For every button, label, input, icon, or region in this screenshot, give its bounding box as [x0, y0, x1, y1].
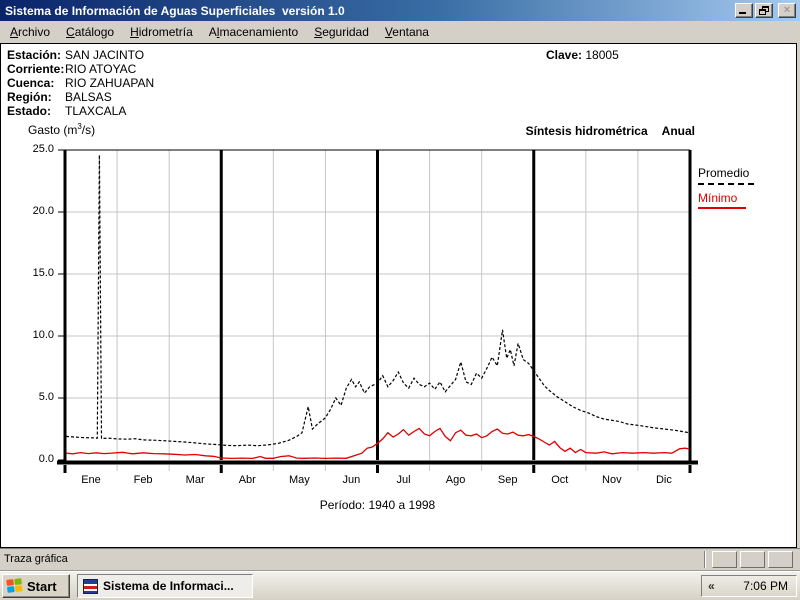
status-panel [712, 551, 737, 568]
station-row: Estado: TLAXCALA [7, 104, 127, 118]
y-axis-tick-label: 20.0 [32, 205, 54, 217]
legend-minimo-label: Mínimo [698, 191, 738, 205]
station-row: Corriente:RIO ATOYAC [7, 62, 137, 76]
x-axis-month-label: Ago [445, 474, 466, 486]
x-axis-month-label: Mar [185, 474, 205, 486]
minimize-icon [739, 12, 746, 14]
title-bar: Sistema de Información de Aguas Superfic… [0, 0, 800, 21]
y-axis-title: Gasto (m3/s) [28, 122, 96, 137]
y-axis-tick-label: 10.0 [32, 329, 54, 341]
status-text: Traza gráfica [4, 553, 68, 565]
legend-minimo-line-sample [698, 207, 746, 209]
chart-title: Síntesis hidrométrica Anual [525, 124, 695, 138]
chart-legend: Promedio Mínimo [698, 166, 796, 209]
station-value: SAN JACINTO [65, 48, 145, 62]
station-row: Estación: SAN JACINTO [7, 48, 145, 62]
close-button[interactable]: × [778, 3, 796, 18]
x-axis-month-label: Dic [655, 474, 672, 486]
taskbar-task-button[interactable]: Sistema de Informaci... [77, 574, 253, 598]
x-axis-month-label: May [288, 474, 310, 486]
station-key-value: 18005 [585, 48, 619, 62]
menu-item-almacenamiento[interactable]: Almacenamiento [208, 25, 299, 39]
y-axis-tick-label: 5.0 [38, 391, 54, 403]
window-controls: × [733, 3, 796, 18]
menu-item-seguridad[interactable]: Seguridad [314, 25, 369, 39]
station-value: BALSAS [65, 90, 112, 104]
series-mínimo [65, 427, 690, 460]
start-button[interactable]: Start [2, 574, 70, 598]
system-tray: « 7:06 PM [701, 575, 797, 597]
x-axis-month-label: Oct [551, 474, 569, 486]
window-title: Sistema de Información de Aguas Superfic… [5, 3, 345, 18]
x-axis-month-label: Feb [133, 474, 153, 486]
taskbar: Start Sistema de Informaci... « 7:06 PM [0, 570, 800, 600]
windows-logo-icon [6, 578, 23, 594]
close-icon: × [783, 4, 791, 16]
y-axis-tick-label: 15.0 [32, 267, 54, 279]
y-axis-tick-label: 0.0 [38, 453, 54, 465]
station-row: Región: BALSAS [7, 90, 112, 104]
chart-subtitle: Anual [661, 124, 695, 138]
legend-promedio-line-sample [698, 183, 754, 185]
y-axis-tick-label: 25.0 [32, 143, 54, 155]
legend-promedio-label: Promedio [698, 166, 750, 180]
series-promedio [65, 154, 690, 447]
menu-item-catalogo[interactable]: Catálogo [66, 25, 115, 39]
status-bar: Traza gráfica [0, 548, 800, 570]
menu-item-hidrometria[interactable]: Hidrometría [130, 25, 193, 39]
app-icon [83, 578, 98, 594]
x-axis-month-label: Nov [602, 474, 622, 486]
menu-item-archivo[interactable]: Archivo [10, 25, 51, 39]
status-panel [768, 551, 793, 568]
x-axis-month-label: Jul [396, 474, 411, 486]
station-value: RIO ATOYAC [65, 62, 137, 76]
station-key: Clave: 18005 [546, 48, 619, 62]
tray-chevron-icon[interactable]: « [708, 579, 715, 593]
x-axis-month-label: Ene [81, 474, 101, 486]
x-axis-month-label: Abr [238, 474, 256, 486]
status-panel [740, 551, 765, 568]
station-value: TLAXCALA [65, 104, 127, 118]
status-divider [704, 551, 706, 568]
taskbar-clock: 7:06 PM [743, 579, 788, 593]
menu-bar: Archivo Catálogo Hidrometría Almacenamie… [0, 21, 800, 43]
x-axis-month-label: Jun [342, 474, 361, 486]
station-row: Cuenca: RIO ZAHUAPAN [7, 76, 155, 90]
station-value: RIO ZAHUAPAN [65, 76, 155, 90]
x-axis-month-label: Sep [497, 474, 518, 486]
minimize-button[interactable] [735, 3, 753, 18]
hydrograph-plot [57, 149, 698, 473]
menu-item-ventana[interactable]: Ventana [384, 25, 429, 39]
restore-button[interactable] [755, 3, 773, 18]
period-label: Período: 1940 a 1998 [319, 498, 436, 512]
